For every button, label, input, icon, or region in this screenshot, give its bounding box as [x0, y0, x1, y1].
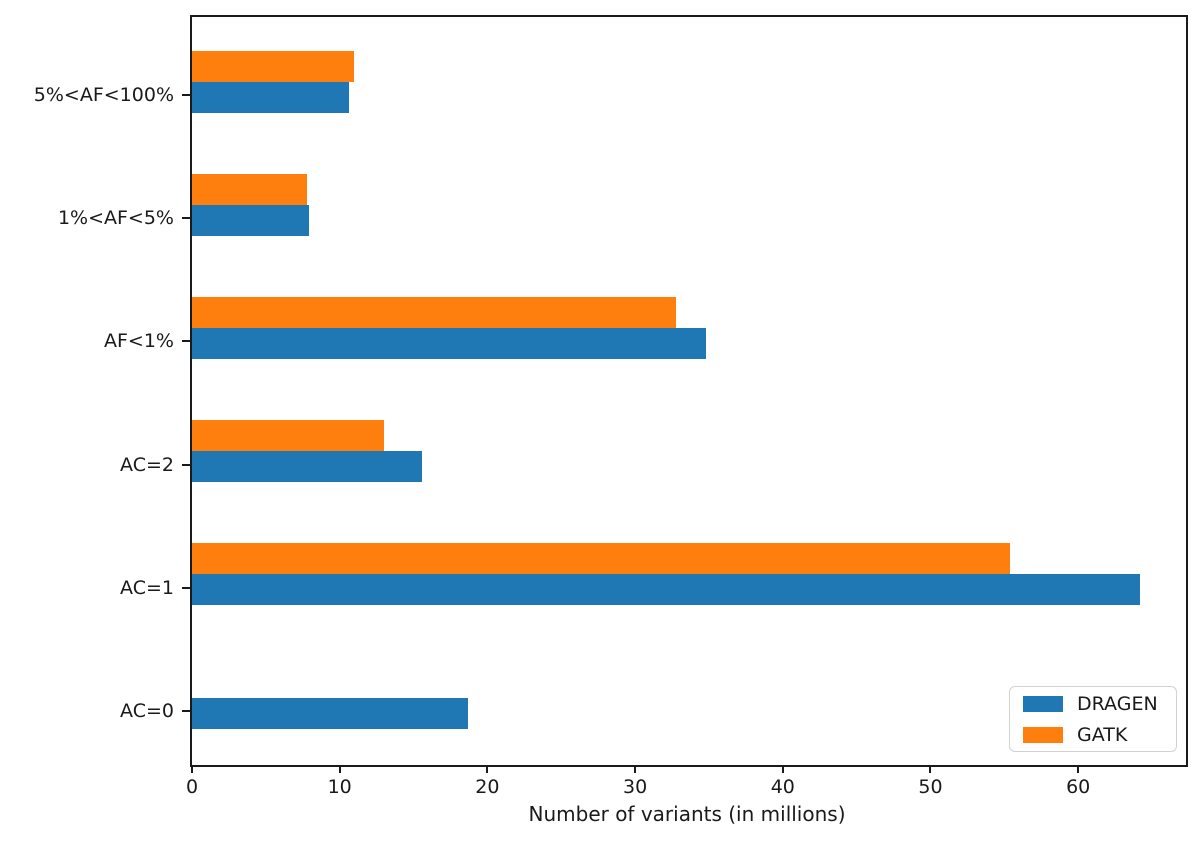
y-tick-label: AC=0 [120, 700, 174, 722]
x-tick-label: 10 [327, 776, 352, 798]
bar-dragen-5 [192, 697, 469, 729]
bar-gatk-4 [192, 543, 1011, 575]
x-tick-mark [486, 765, 489, 773]
x-tick-label: 20 [475, 776, 500, 798]
y-tick-mark [182, 710, 190, 712]
x-tick-label: 60 [1066, 776, 1091, 798]
y-tick-label: 5%<AF<100% [33, 84, 174, 106]
x-tick-mark [1077, 765, 1080, 773]
bar-dragen-4 [192, 574, 1141, 606]
y-tick-mark [182, 586, 190, 589]
x-tick-label: 40 [770, 776, 795, 798]
bar-gatk-2 [192, 296, 677, 328]
y-tick-label: AC=1 [120, 576, 174, 599]
legend-swatch-gatk [1023, 726, 1063, 743]
x-tick-label: 50 [918, 776, 943, 798]
legend-label-dragen: DRAGEN [1077, 692, 1158, 715]
x-tick-label: 0 [185, 776, 199, 798]
legend: DRAGEN GATK [1009, 686, 1177, 752]
legend-item-gatk: GATK [1023, 724, 1176, 746]
y-tick-mark [182, 340, 190, 343]
bar-dragen-2 [192, 327, 706, 359]
bar-gatk-1 [192, 173, 308, 205]
x-axis-label: Number of variants (in millions) [528, 802, 846, 826]
x-tick-label: 30 [622, 776, 648, 798]
bar-dragen-0 [192, 81, 349, 113]
y-tick-mark [182, 463, 190, 466]
legend-swatch-dragen [1023, 695, 1063, 712]
x-tick-mark [338, 765, 341, 773]
y-tick-label: AF<1% [104, 330, 174, 353]
legend-label-gatk: GATK [1077, 723, 1128, 746]
y-tick-label: AC=2 [120, 453, 174, 476]
x-tick-mark [929, 765, 932, 773]
y-tick-mark [182, 217, 190, 220]
legend-item-dragen: DRAGEN [1023, 693, 1176, 715]
x-tick-mark [634, 765, 637, 773]
bar-dragen-1 [192, 204, 309, 236]
bar-gatk-0 [192, 50, 355, 82]
bar-dragen-3 [192, 451, 423, 483]
plot-area: DRAGEN GATK [190, 15, 1188, 767]
y-tick-mark [182, 94, 190, 96]
x-tick-mark [781, 765, 784, 773]
bar-gatk-3 [192, 420, 384, 452]
x-tick-mark [191, 765, 193, 773]
y-tick-label: 1%<AF<5% [57, 207, 174, 230]
